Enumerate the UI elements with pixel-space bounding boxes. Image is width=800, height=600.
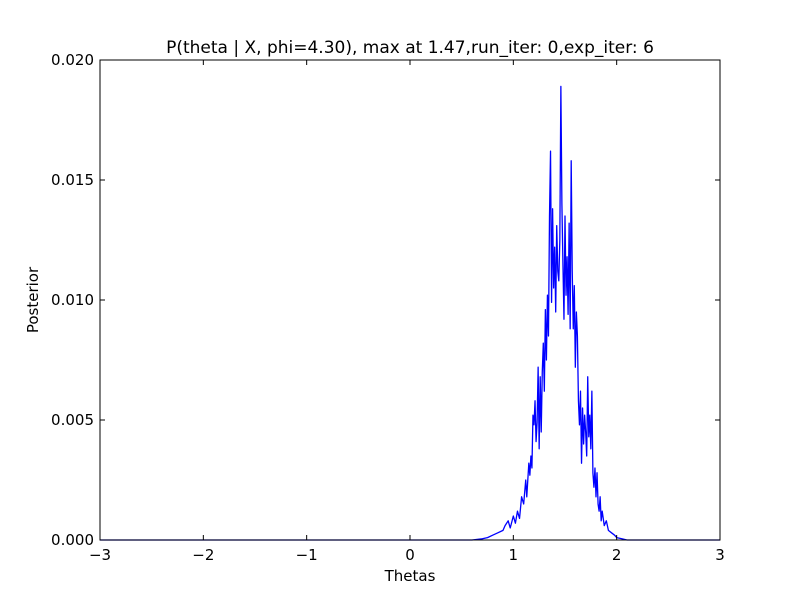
x-tick-label: 2 [612, 546, 622, 564]
x-tick-label: 0 [405, 546, 415, 564]
plot-area [99, 59, 721, 541]
y-tick-label: 0.020 [51, 51, 94, 69]
plot-frame [99, 59, 721, 541]
y-tick-label: 0.000 [51, 531, 94, 549]
x-axis-ticks: −3 −2 −1 0 1 2 3 [89, 60, 725, 564]
y-tick-label: 0.010 [51, 291, 94, 309]
series-layer [100, 85, 720, 541]
y-tick-label: 0.015 [51, 171, 94, 189]
x-tick-label: −2 [192, 546, 214, 564]
x-tick-label: 3 [715, 546, 725, 564]
x-tick-label: 1 [509, 546, 519, 564]
y-axis-label: Posterior [24, 266, 42, 333]
y-tick-label: 0.005 [51, 411, 94, 429]
chart-title: P(theta | X, phi=4.30), max at 1.47,run_… [166, 38, 654, 58]
x-tick-label: −1 [296, 546, 318, 564]
x-tick-label: −3 [89, 546, 111, 564]
y-axis-ticks: 0.000 0.005 0.010 0.015 0.020 [51, 51, 720, 549]
series-line-0 [100, 85, 720, 541]
x-axis-label: Thetas [384, 567, 436, 585]
